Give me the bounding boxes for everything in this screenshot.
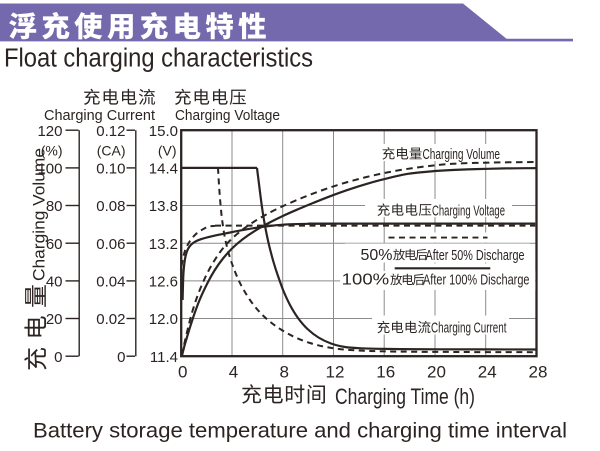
svg-text:4: 4 [229, 363, 238, 382]
svg-text:12.6: 12.6 [149, 273, 178, 290]
svg-text:20: 20 [427, 363, 446, 382]
svg-text:15.0: 15.0 [149, 123, 178, 140]
svg-text:0.02: 0.02 [96, 311, 125, 328]
svg-text:Charging Voltage: Charging Voltage [432, 203, 505, 219]
svg-text:60: 60 [46, 236, 63, 253]
svg-text:0.12: 0.12 [96, 123, 125, 140]
svg-text:Battery storage temperature an: Battery storage temperature and charging… [33, 420, 567, 443]
svg-text:After 100% Discharge: After 100% Discharge [423, 273, 530, 289]
svg-text:14.4: 14.4 [149, 160, 178, 177]
svg-text:0: 0 [117, 349, 125, 366]
svg-text:Charging Current: Charging Current [44, 107, 156, 124]
svg-text:100: 100 [37, 160, 62, 177]
svg-text:0.08: 0.08 [96, 198, 125, 215]
svg-text:Charging Current: Charging Current [431, 321, 507, 337]
svg-text:(CA): (CA) [97, 142, 126, 158]
svg-text:0.10: 0.10 [96, 160, 125, 177]
svg-text:Charging Volume: Charging Volume [30, 148, 49, 281]
svg-text:Charging Voltage: Charging Voltage [175, 107, 280, 124]
svg-text:(V): (V) [158, 142, 177, 158]
svg-text:100%: 100% [342, 272, 390, 289]
svg-text:0.06: 0.06 [96, 236, 125, 253]
svg-text:50%: 50% [361, 247, 393, 264]
svg-text:0.04: 0.04 [96, 273, 125, 290]
svg-text:40: 40 [46, 273, 63, 290]
svg-text:24: 24 [478, 363, 497, 382]
svg-text:Charging Volume: Charging Volume [423, 147, 501, 163]
svg-text:8: 8 [279, 363, 288, 382]
svg-text:After 50% Discharge: After 50% Discharge [426, 248, 525, 264]
svg-text:(%): (%) [41, 142, 63, 158]
svg-text:28: 28 [529, 363, 548, 382]
svg-text:0: 0 [178, 363, 187, 382]
svg-text:20: 20 [46, 311, 63, 328]
svg-text:12: 12 [326, 363, 345, 382]
svg-text:0: 0 [54, 349, 62, 366]
svg-text:120: 120 [37, 123, 62, 140]
svg-text:16: 16 [376, 363, 395, 382]
svg-text:13.2: 13.2 [149, 236, 178, 253]
svg-text:Charging Time (h): Charging Time (h) [335, 384, 475, 409]
svg-text:12.0: 12.0 [149, 311, 178, 328]
svg-text:80: 80 [46, 198, 63, 215]
svg-text:Float charging characteristics: Float charging characteristics [4, 45, 313, 73]
svg-text:11.4: 11.4 [150, 349, 178, 366]
svg-text:13.8: 13.8 [149, 198, 178, 215]
